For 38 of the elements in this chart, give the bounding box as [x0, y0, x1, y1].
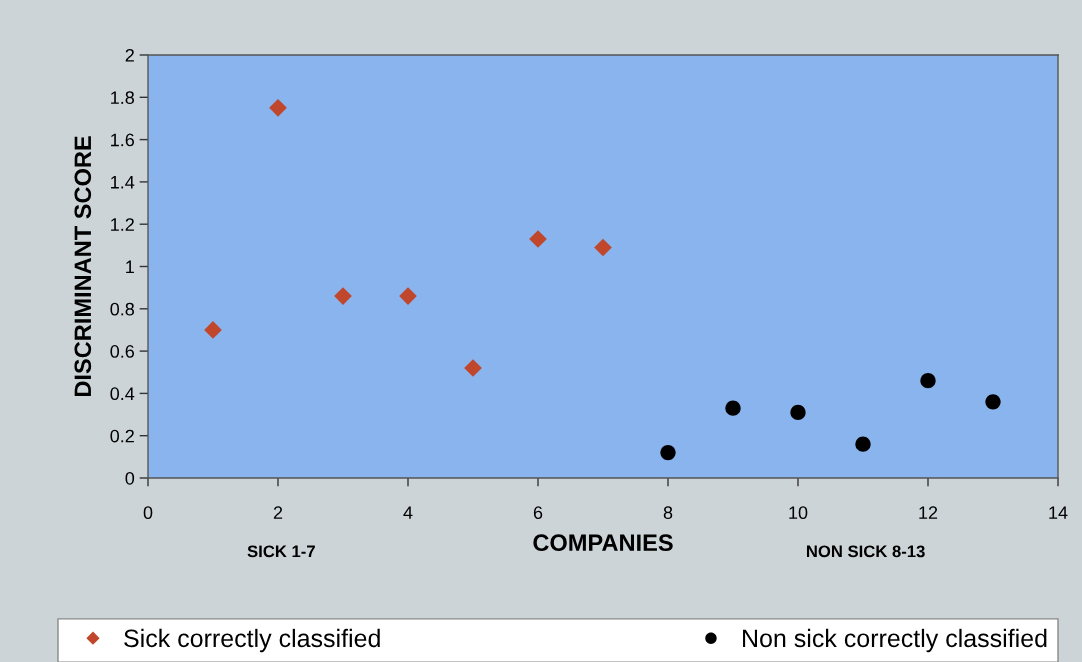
- y-tick-label: 1: [126, 260, 134, 274]
- text: NON SICK 8-13: [806, 545, 925, 558]
- text: SICK 1-7: [247, 545, 315, 558]
- y-tick-label: 1.4: [111, 176, 135, 189]
- legend-label: Sick correctly classified: [124, 628, 380, 653]
- point: [399, 287, 417, 305]
- y-tick-label: 0: [125, 471, 135, 485]
- point: [464, 359, 482, 377]
- point: [790, 404, 806, 421]
- point: [269, 99, 287, 117]
- point: [529, 230, 547, 248]
- x-tick-label: 12: [919, 506, 938, 519]
- y-tick-label: 1.8: [111, 91, 135, 105]
- point: [204, 321, 222, 339]
- y-tick-label: 1.2: [111, 218, 134, 231]
- y-tick-label: 0.2: [110, 429, 134, 443]
- y-tick-label: 0.4: [110, 387, 135, 401]
- point: [725, 400, 741, 416]
- x-tick-label: 2: [273, 506, 283, 519]
- y-tick-label: 0.6: [110, 345, 135, 358]
- legend-label: Non sick correctly classified: [743, 628, 1047, 653]
- y-tick-label: 1.6: [111, 133, 135, 147]
- x-axis-title: COMPANIES: [533, 534, 673, 552]
- x-tick-label: 4: [403, 506, 413, 519]
- point: [920, 373, 936, 389]
- y-tick-label: 0.8: [110, 302, 135, 316]
- x-tick-label: 0: [143, 506, 153, 520]
- point: [985, 394, 1001, 410]
- x-tick-label: 8: [663, 506, 673, 520]
- point: [855, 436, 871, 452]
- x-tick-label: 10: [789, 506, 808, 520]
- point: [594, 238, 612, 257]
- y-axis-title: DISCRIMINANT SCORE: [74, 136, 92, 397]
- y-tick-label: 2: [125, 48, 134, 62]
- x-tick-label: 14: [1049, 506, 1068, 519]
- x-tick-label: 6: [533, 506, 543, 520]
- point: [334, 287, 352, 305]
- point: [660, 444, 676, 461]
